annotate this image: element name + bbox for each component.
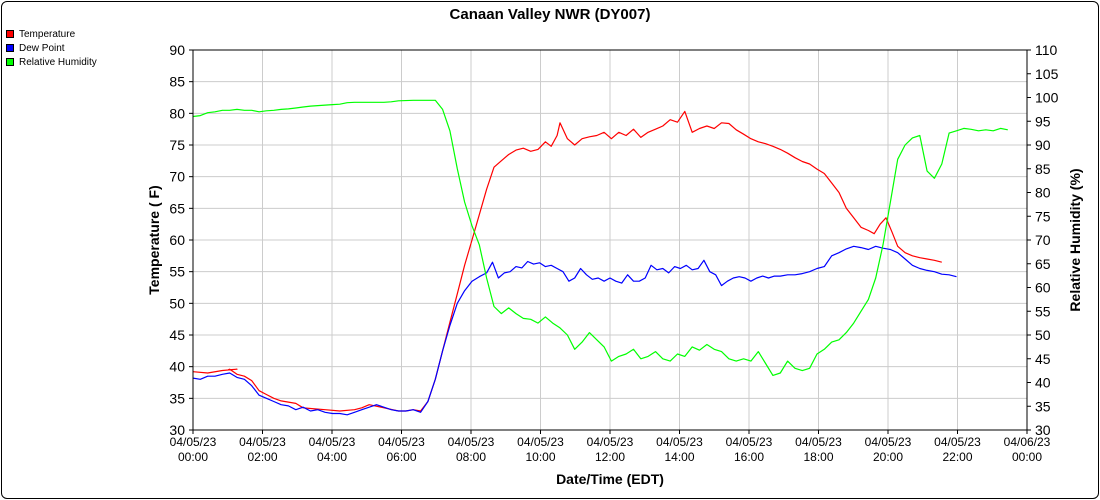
y-left-tick-label: 60 bbox=[169, 232, 185, 248]
x-tick-time: 22:00 bbox=[942, 450, 972, 464]
series-group bbox=[193, 99, 1008, 416]
y-right-tick-label: 45 bbox=[1035, 351, 1051, 367]
x-axis-label: Date/Time (EDT) bbox=[556, 471, 664, 487]
series-line-temperature bbox=[193, 110, 942, 412]
y-right-tick-label: 40 bbox=[1035, 375, 1051, 391]
legend-label-dew-point: Dew Point bbox=[19, 42, 65, 54]
x-tick-date: 04/05/23 bbox=[587, 435, 634, 449]
x-tick-time: 14:00 bbox=[664, 450, 694, 464]
y-left-tick-label: 35 bbox=[169, 390, 185, 406]
y-left-tick-label: 50 bbox=[169, 295, 185, 311]
x-tick-time: 04:00 bbox=[317, 450, 347, 464]
y-left-tick-label: 55 bbox=[169, 264, 185, 280]
x-tick-date: 04/05/23 bbox=[865, 435, 912, 449]
y-right-tick-label: 80 bbox=[1035, 185, 1051, 201]
x-tick-time: 00:00 bbox=[1012, 450, 1042, 464]
x-tick-date: 04/05/23 bbox=[378, 435, 425, 449]
legend-swatch-temperature bbox=[6, 30, 14, 38]
y-right-tick-label: 30 bbox=[1035, 422, 1051, 438]
legend-label-temperature: Temperature bbox=[19, 28, 76, 40]
y-left-tick-label: 80 bbox=[169, 105, 185, 121]
x-tick-time: 06:00 bbox=[386, 450, 416, 464]
y-right-tick-label: 60 bbox=[1035, 280, 1051, 296]
y-axis-left-label: Temperature ( F) bbox=[146, 185, 162, 294]
y-axis-right-label: Relative Humidity (%) bbox=[1067, 168, 1083, 311]
series-layer bbox=[193, 99, 1008, 416]
x-tick-time: 20:00 bbox=[873, 450, 903, 464]
legend-swatch-dew-point bbox=[6, 44, 14, 52]
y-left-tick-label: 90 bbox=[169, 42, 185, 58]
x-tick-date: 04/05/23 bbox=[239, 435, 286, 449]
x-tick-date: 04/05/23 bbox=[795, 435, 842, 449]
y-right-tick-label: 95 bbox=[1035, 113, 1051, 129]
x-tick-time: 18:00 bbox=[803, 450, 833, 464]
legend-item-relative-humidity: Relative Humidity bbox=[6, 55, 97, 69]
x-tick-date: 04/05/23 bbox=[448, 435, 495, 449]
x-tick-time: 00:00 bbox=[178, 450, 208, 464]
legend: Temperature Dew Point Relative Humidity bbox=[6, 27, 97, 69]
chart-title: Canaan Valley NWR (DY007) bbox=[450, 6, 651, 23]
y-right-tick-label: 55 bbox=[1035, 303, 1051, 319]
y-left-tick-label: 85 bbox=[169, 74, 185, 90]
x-tick-date: 04/06/23 bbox=[1004, 435, 1051, 449]
y-left-tick-label: 45 bbox=[169, 327, 185, 343]
y-right-tick-label: 35 bbox=[1035, 398, 1051, 414]
y-right-tick-label: 70 bbox=[1035, 232, 1051, 248]
y-left-tick-label: 65 bbox=[169, 200, 185, 216]
series-line-relative-humidity bbox=[193, 99, 1008, 376]
y-left-tick-label: 75 bbox=[169, 137, 185, 153]
x-tick-date: 04/05/23 bbox=[934, 435, 981, 449]
y-right-tick-label: 50 bbox=[1035, 327, 1051, 343]
x-tick-date: 04/05/23 bbox=[656, 435, 703, 449]
legend-item-temperature: Temperature bbox=[6, 27, 97, 41]
legend-swatch-relative-humidity bbox=[6, 58, 14, 66]
y-left-tick-label: 40 bbox=[169, 359, 185, 375]
y-right-tick-label: 110 bbox=[1035, 42, 1058, 58]
x-tick-time: 10:00 bbox=[525, 450, 555, 464]
x-tick-date: 04/05/23 bbox=[309, 435, 356, 449]
x-tick-date: 04/05/23 bbox=[170, 435, 217, 449]
y-axis-left-ticks: 30 35 40 45 50 55 60 65 70 75 80 85 90 bbox=[169, 42, 193, 438]
y-left-tick-label: 70 bbox=[169, 169, 185, 185]
x-tick-time: 16:00 bbox=[734, 450, 764, 464]
grid bbox=[192, 49, 1028, 431]
x-tick-date: 04/05/23 bbox=[726, 435, 773, 449]
x-tick-time: 12:00 bbox=[595, 450, 625, 464]
legend-label-relative-humidity: Relative Humidity bbox=[19, 56, 97, 68]
y-right-tick-label: 100 bbox=[1035, 90, 1059, 106]
y-right-tick-label: 65 bbox=[1035, 256, 1051, 272]
y-right-tick-label: 90 bbox=[1035, 137, 1051, 153]
x-tick-time: 02:00 bbox=[247, 450, 277, 464]
y-left-tick-label: 30 bbox=[169, 422, 185, 438]
y-right-tick-label: 105 bbox=[1035, 66, 1059, 82]
y-right-tick-label: 75 bbox=[1035, 208, 1051, 224]
x-axis-ticks: 04/05/2300:0004/05/2302:0004/05/2304:000… bbox=[170, 430, 1051, 464]
legend-item-dew-point: Dew Point bbox=[6, 41, 97, 55]
series-line-dew-point bbox=[193, 245, 957, 416]
x-tick-time: 08:00 bbox=[456, 450, 486, 464]
y-right-tick-label: 85 bbox=[1035, 161, 1051, 177]
x-tick-date: 04/05/23 bbox=[517, 435, 564, 449]
y-axis-right-ticks: 30 35 40 45 50 55 60 65 70 75 80 85 90 95 100 105 110 bbox=[1027, 42, 1059, 438]
